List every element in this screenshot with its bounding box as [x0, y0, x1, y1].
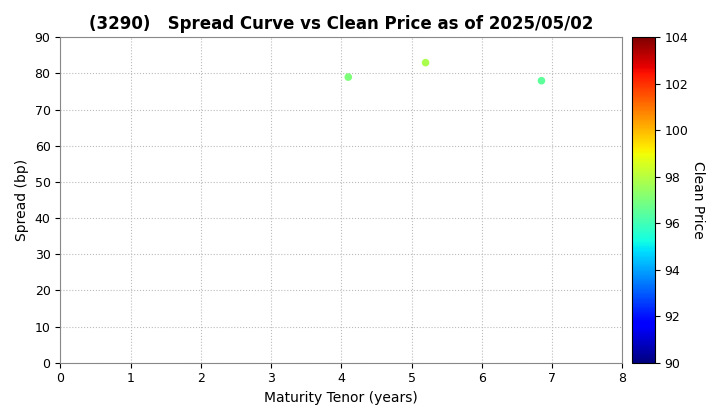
X-axis label: Maturity Tenor (years): Maturity Tenor (years) [264, 391, 418, 405]
Point [343, 74, 354, 81]
Point [420, 59, 431, 66]
Y-axis label: Clean Price: Clean Price [691, 161, 705, 239]
Y-axis label: Spread (bp): Spread (bp) [15, 159, 29, 241]
Title: (3290)   Spread Curve vs Clean Price as of 2025/05/02: (3290) Spread Curve vs Clean Price as of… [89, 15, 593, 33]
Point [536, 77, 547, 84]
